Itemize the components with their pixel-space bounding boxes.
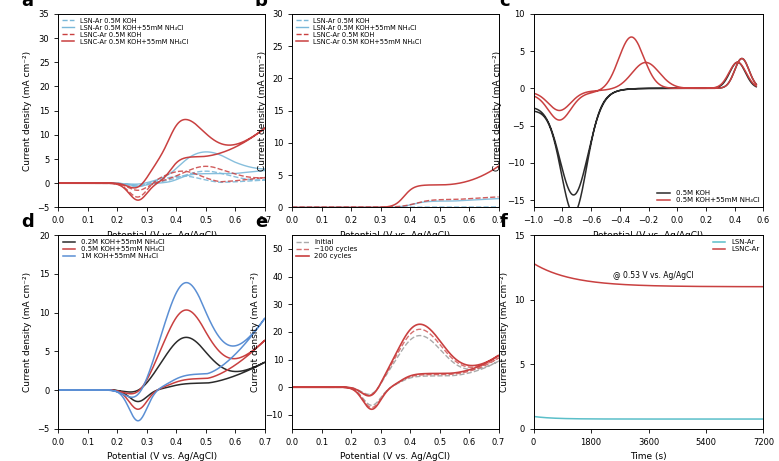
Line: LSN-Ar: LSN-Ar (534, 416, 763, 419)
LSN-Ar (633, 416, 642, 422)
Initial (370, 389, 379, 394)
LSNC-Ar (702, 284, 711, 289)
~100 cycles (287, 384, 297, 390)
LSN-Ar (682, 416, 692, 422)
~100 cycles (455, 371, 464, 376)
200 cycles (330, 384, 339, 390)
LSNC-Ar (682, 284, 692, 289)
Initial (470, 369, 479, 374)
LSNC-Ar (633, 283, 642, 288)
Y-axis label: Current density (mA cm⁻²): Current density (mA cm⁻²) (23, 272, 32, 392)
Line: 200 cycles: 200 cycles (292, 324, 499, 409)
LSN-Ar (529, 414, 538, 419)
Legend: 0.2M KOH+55mM NH₄Cl, 0.5M KOH+55mM NH₄Cl, 1M KOH+55mM NH₄Cl: 0.2M KOH+55mM NH₄Cl, 0.5M KOH+55mM NH₄Cl… (62, 239, 165, 260)
LSN-Ar (588, 416, 597, 422)
200 cycles (455, 369, 464, 375)
X-axis label: Potential (V vs. Ag/AgCl): Potential (V vs. Ag/AgCl) (340, 452, 450, 461)
~100 cycles (367, 405, 376, 410)
200 cycles (370, 390, 379, 395)
Initial (330, 384, 339, 390)
X-axis label: Time (s): Time (s) (630, 452, 667, 461)
~100 cycles (417, 326, 426, 332)
200 cycles (417, 322, 426, 327)
Initial (415, 333, 425, 338)
Initial (455, 372, 464, 378)
LSNC-Ar (664, 284, 674, 289)
X-axis label: Potential (V vs. Ag/AgCl): Potential (V vs. Ag/AgCl) (594, 231, 703, 240)
Initial (417, 333, 426, 338)
200 cycles (378, 378, 387, 383)
Line: ~100 cycles: ~100 cycles (292, 329, 499, 408)
X-axis label: Potential (V vs. Ag/AgCl): Potential (V vs. Ag/AgCl) (107, 452, 217, 461)
200 cycles (367, 407, 376, 412)
Text: a: a (21, 0, 33, 10)
200 cycles (470, 365, 479, 371)
~100 cycles (287, 384, 297, 390)
200 cycles (287, 384, 297, 390)
X-axis label: Potential (V vs. Ag/AgCl): Potential (V vs. Ag/AgCl) (107, 231, 217, 240)
LSN-Ar (702, 416, 711, 422)
LSN-Ar (664, 416, 674, 422)
LSN-Ar (759, 416, 768, 422)
Y-axis label: Current density (mA cm⁻²): Current density (mA cm⁻²) (23, 51, 32, 171)
Legend: LSN-Ar 0.5M KOH, LSN-Ar 0.5M KOH+55mM NH₄Cl, LSNC-Ar 0.5M KOH, LSNC-Ar 0.5M KOH+: LSN-Ar 0.5M KOH, LSN-Ar 0.5M KOH+55mM NH… (62, 17, 189, 46)
~100 cycles (330, 384, 339, 390)
Legend: Initial, ~100 cycles, 200 cycles: Initial, ~100 cycles, 200 cycles (295, 239, 358, 260)
LSN-Ar (569, 416, 579, 421)
Legend: 0.5M KOH, 0.5M KOH+55mM NH₄Cl: 0.5M KOH, 0.5M KOH+55mM NH₄Cl (657, 189, 760, 204)
Line: LSNC-Ar: LSNC-Ar (534, 264, 763, 287)
Y-axis label: Current density (mA cm⁻²): Current density (mA cm⁻²) (499, 272, 509, 392)
200 cycles (415, 321, 425, 327)
X-axis label: Potential (V vs. Ag/AgCl): Potential (V vs. Ag/AgCl) (340, 231, 450, 240)
Initial (287, 384, 297, 390)
Y-axis label: Current density (mA cm⁻²): Current density (mA cm⁻²) (251, 272, 260, 392)
Legend: LSN-Ar, LSNC-Ar: LSN-Ar, LSNC-Ar (712, 239, 760, 253)
~100 cycles (470, 367, 479, 372)
Initial (367, 402, 376, 408)
~100 cycles (415, 326, 425, 332)
Initial (378, 379, 387, 384)
Text: @ 0.53 V vs. Ag/AgCl: @ 0.53 V vs. Ag/AgCl (613, 271, 693, 280)
Text: b: b (255, 0, 268, 10)
Text: e: e (255, 213, 267, 231)
Text: c: c (499, 0, 509, 10)
LSNC-Ar (588, 279, 597, 284)
~100 cycles (370, 389, 379, 395)
Y-axis label: Current density (mA cm⁻²): Current density (mA cm⁻²) (258, 51, 267, 171)
Y-axis label: Current density (mA cm⁻²): Current density (mA cm⁻²) (492, 51, 502, 171)
Text: d: d (21, 213, 34, 231)
Text: f: f (499, 213, 507, 231)
200 cycles (287, 384, 297, 390)
LSNC-Ar (529, 261, 538, 266)
Legend: LSN-Ar 0.5M KOH, LSN-Ar 0.5M KOH+55mM NH₄Cl, LSNC-Ar 0.5M KOH, LSNC-Ar 0.5M KOH+: LSN-Ar 0.5M KOH, LSN-Ar 0.5M KOH+55mM NH… (295, 17, 422, 46)
LSNC-Ar (759, 284, 768, 290)
Line: Initial: Initial (292, 336, 499, 405)
LSNC-Ar (569, 276, 579, 282)
~100 cycles (378, 378, 387, 384)
Initial (287, 384, 297, 390)
